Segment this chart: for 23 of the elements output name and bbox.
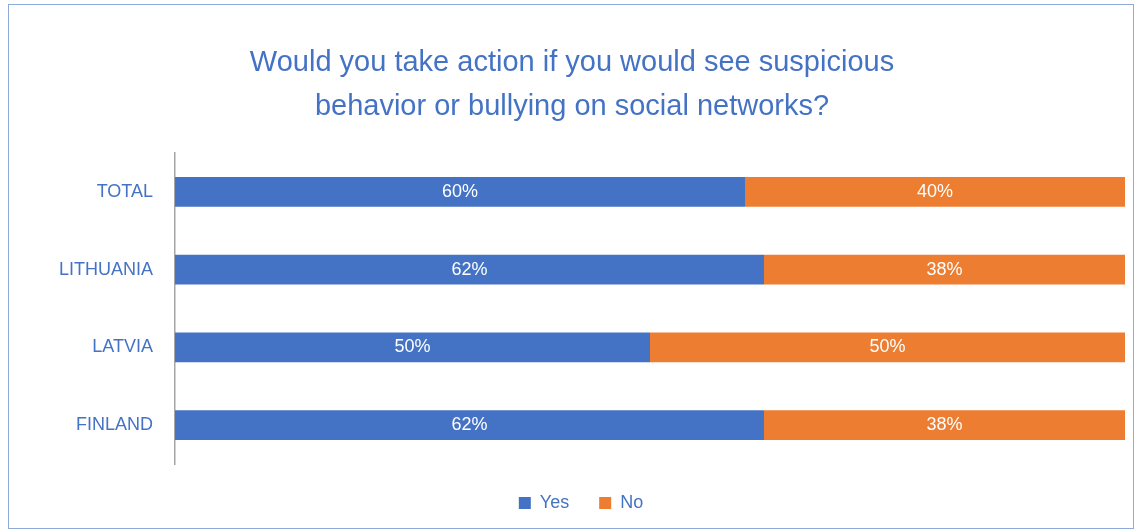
bar	[175, 332, 651, 363]
bar	[175, 177, 746, 207]
data-label: 50%	[394, 336, 431, 357]
legend-label: Yes	[539, 491, 570, 512]
bar	[764, 410, 1125, 440]
y-tick-label: LITHUANIA	[58, 258, 154, 279]
data-label: 38%	[926, 414, 963, 435]
data-label: 60%	[442, 180, 479, 201]
y-tick-label: FINLAND	[76, 414, 154, 435]
data-label: 50%	[869, 336, 906, 357]
bar	[175, 254, 765, 285]
bar	[764, 254, 1125, 285]
data-label: 40%	[916, 180, 954, 201]
y-tick-label: LATVIA	[92, 336, 154, 357]
chart-title: Would you take action if you would see suspicious behavior or bullying on social networks?	[248, 44, 896, 123]
bar	[745, 177, 1125, 207]
bar	[650, 332, 1125, 363]
y-tick-label: TOTAL	[96, 180, 154, 201]
data-label: 62%	[451, 414, 488, 435]
bar	[175, 410, 765, 440]
data-label: 62%	[451, 258, 488, 279]
legend-label: No	[620, 491, 644, 512]
data-label: 38%	[926, 258, 963, 279]
